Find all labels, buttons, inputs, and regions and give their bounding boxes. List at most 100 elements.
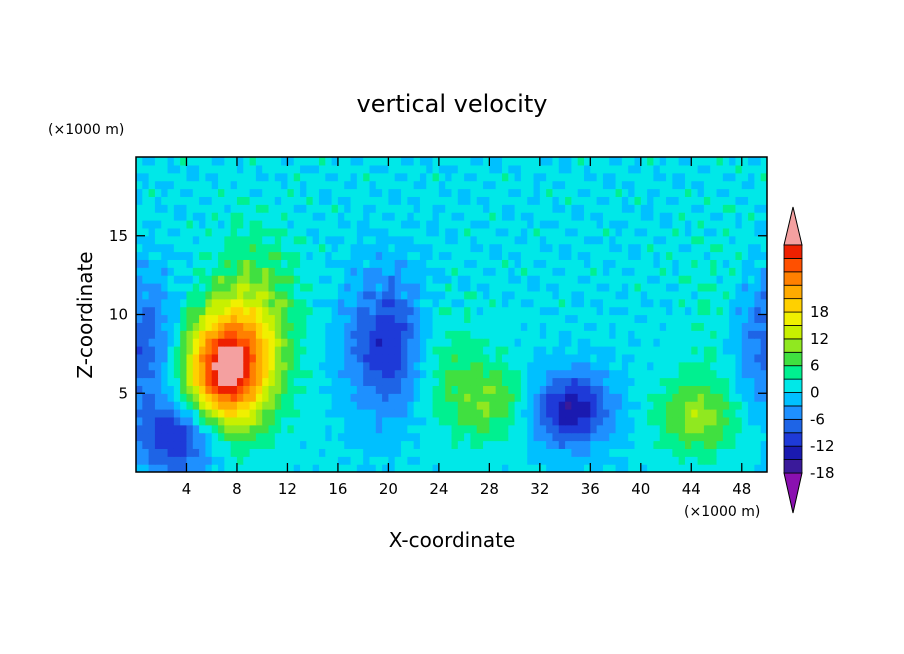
heatmap-cell bbox=[483, 448, 490, 457]
heatmap-cell bbox=[729, 267, 737, 276]
heatmap-cell bbox=[274, 361, 282, 371]
heatmap-cell bbox=[293, 164, 301, 174]
heatmap-cell bbox=[590, 330, 598, 339]
heatmap-cell bbox=[432, 275, 440, 284]
heatmap-cell bbox=[394, 164, 402, 174]
heatmap-cell bbox=[710, 385, 718, 394]
heatmap-cell bbox=[666, 204, 673, 213]
heatmap-cell bbox=[306, 180, 314, 190]
heatmap-cell bbox=[192, 172, 200, 182]
heatmap-cell bbox=[508, 164, 516, 174]
heatmap-cell bbox=[312, 314, 320, 323]
heatmap-cell bbox=[344, 259, 352, 268]
heatmap-cell bbox=[419, 448, 427, 457]
heatmap-cell bbox=[356, 377, 364, 386]
heatmap-cell bbox=[401, 369, 408, 379]
heatmap-cell bbox=[609, 235, 617, 245]
heatmap-cell bbox=[199, 314, 207, 323]
heatmap-cell bbox=[640, 322, 648, 331]
heatmap-cell bbox=[584, 172, 591, 182]
heatmap-cell bbox=[331, 440, 339, 449]
heatmap-cell bbox=[337, 416, 345, 426]
heatmap-cell bbox=[325, 338, 333, 347]
heatmap-cell bbox=[457, 432, 465, 442]
heatmap-cell bbox=[205, 212, 213, 221]
heatmap-cell bbox=[684, 212, 692, 221]
heatmap-cell bbox=[577, 322, 585, 331]
heatmap-cell bbox=[691, 259, 699, 268]
heatmap-cell bbox=[489, 290, 497, 300]
heatmap-cell bbox=[716, 464, 724, 472]
heatmap-cell bbox=[306, 456, 314, 465]
heatmap-cell bbox=[312, 196, 320, 205]
heatmap-cell bbox=[369, 464, 377, 472]
heatmap-cell bbox=[186, 251, 194, 260]
heatmap-cell bbox=[369, 353, 377, 363]
heatmap-cell bbox=[584, 298, 591, 308]
heatmap-cell bbox=[577, 251, 585, 260]
heatmap-cell bbox=[281, 432, 289, 442]
heatmap-cell bbox=[230, 330, 238, 339]
heatmap-cell bbox=[287, 385, 295, 394]
heatmap-cell bbox=[451, 283, 459, 292]
heatmap-cell bbox=[634, 361, 642, 371]
heatmap-cell bbox=[741, 227, 749, 237]
heatmap-cell bbox=[615, 346, 623, 355]
heatmap-cell bbox=[154, 440, 162, 449]
heatmap-cell bbox=[394, 196, 402, 205]
heatmap-cell bbox=[136, 393, 143, 402]
heatmap-cell bbox=[653, 259, 661, 268]
heatmap-cell bbox=[186, 314, 194, 323]
heatmap-cell bbox=[356, 298, 364, 308]
heatmap-cell bbox=[729, 283, 737, 292]
heatmap-cell bbox=[748, 157, 755, 166]
heatmap-cell bbox=[533, 259, 541, 268]
heatmap-cell bbox=[508, 172, 516, 182]
heatmap-cell bbox=[634, 251, 642, 260]
heatmap-cell bbox=[306, 259, 314, 268]
heatmap-cell bbox=[205, 290, 213, 300]
heatmap-cell bbox=[369, 243, 377, 253]
heatmap-cell bbox=[394, 188, 402, 197]
heatmap-cell bbox=[363, 448, 371, 457]
heatmap-cell bbox=[268, 401, 276, 410]
heatmap-cell bbox=[527, 298, 535, 308]
heatmap-cell bbox=[388, 416, 396, 426]
heatmap-cell bbox=[205, 456, 213, 465]
heatmap-cell bbox=[293, 235, 301, 245]
heatmap-cell bbox=[426, 401, 434, 410]
heatmap-cell bbox=[281, 448, 289, 457]
heatmap-cell bbox=[666, 401, 673, 410]
heatmap-cell bbox=[180, 251, 188, 260]
heatmap-cell bbox=[748, 424, 755, 434]
heatmap-cell bbox=[508, 338, 516, 347]
heatmap-cell bbox=[514, 401, 522, 410]
heatmap-cell bbox=[136, 456, 143, 465]
heatmap-cell bbox=[167, 196, 175, 205]
heatmap-cell bbox=[300, 235, 307, 245]
heatmap-cell bbox=[438, 306, 446, 316]
heatmap-cell bbox=[293, 330, 301, 339]
heatmap-cell bbox=[464, 393, 472, 402]
heatmap-cell bbox=[331, 235, 339, 245]
heatmap-cell bbox=[186, 204, 194, 213]
heatmap-cell bbox=[199, 172, 207, 182]
heatmap-cell bbox=[255, 290, 263, 300]
heatmap-cell bbox=[318, 393, 326, 402]
heatmap-cell bbox=[457, 172, 465, 182]
heatmap-cell bbox=[230, 322, 238, 331]
heatmap-cell bbox=[262, 188, 270, 197]
heatmap-cell bbox=[527, 353, 535, 363]
heatmap-cell bbox=[161, 243, 169, 253]
heatmap-cell bbox=[350, 330, 358, 339]
heatmap-cell bbox=[218, 409, 225, 418]
heatmap-cell bbox=[552, 338, 560, 347]
heatmap-cell bbox=[337, 385, 345, 394]
heatmap-cell bbox=[142, 385, 150, 394]
heatmap-cell bbox=[199, 401, 207, 410]
heatmap-cell bbox=[136, 188, 143, 197]
heatmap-cell bbox=[621, 204, 629, 213]
heatmap-cell bbox=[552, 298, 560, 308]
heatmap-cell bbox=[666, 275, 673, 284]
heatmap-cell bbox=[584, 290, 591, 300]
